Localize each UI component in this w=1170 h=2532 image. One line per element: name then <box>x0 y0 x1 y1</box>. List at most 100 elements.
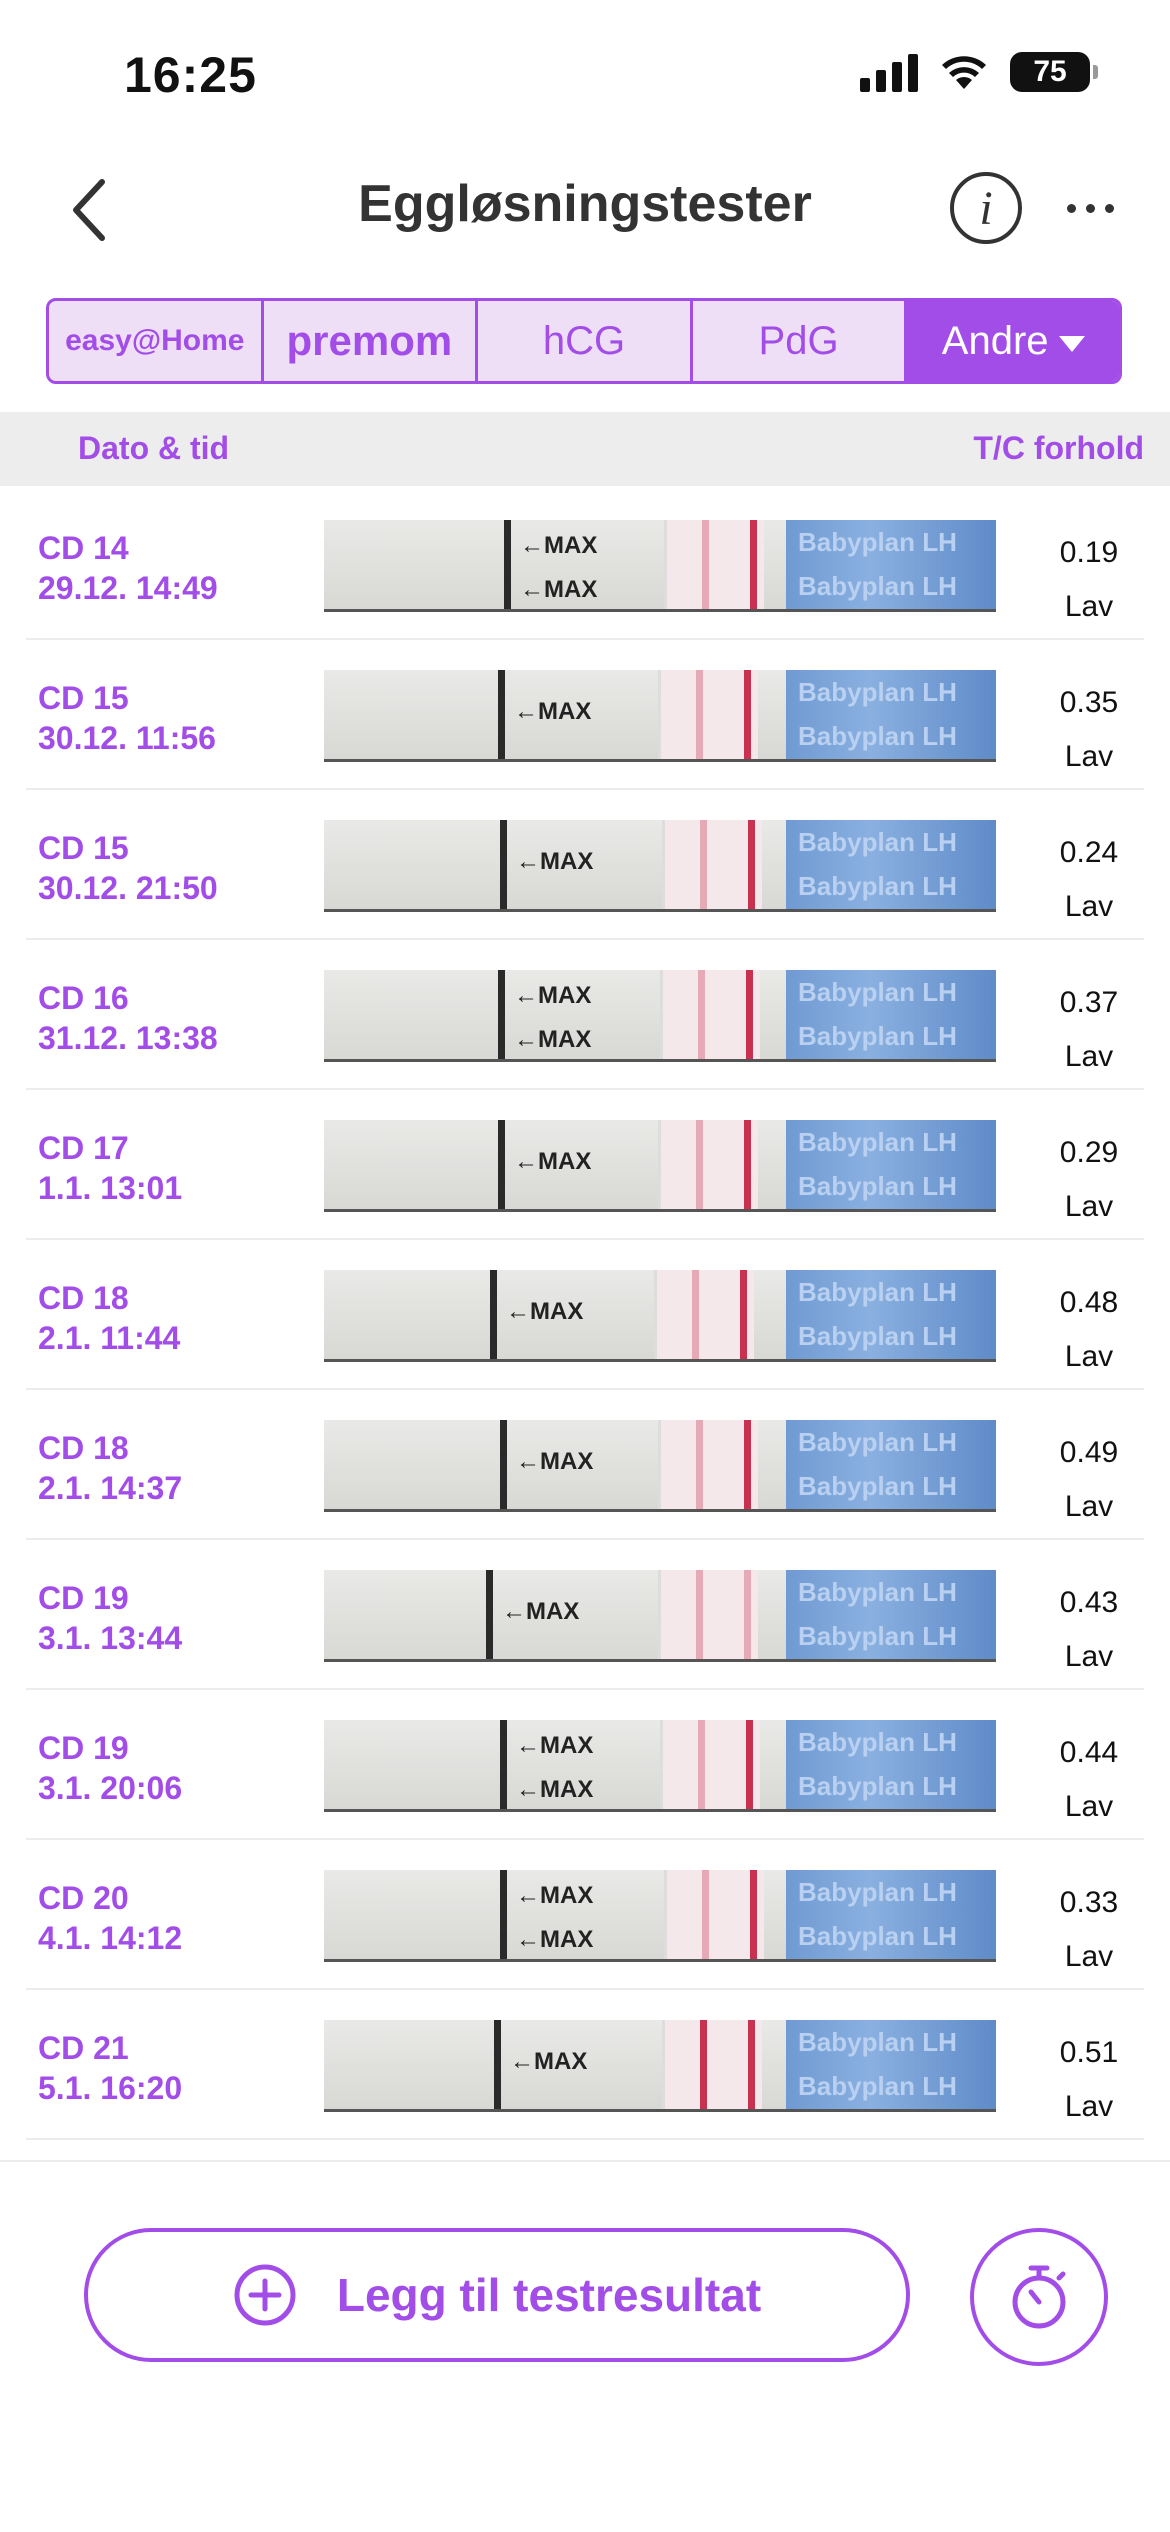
cycle-day: CD 14 <box>38 530 129 566</box>
row-ratio: 0.35 Lav <box>1034 676 1144 784</box>
row-ratio: 0.49 Lav <box>1034 1426 1144 1534</box>
column-date-label: Dato & tid <box>78 430 230 466</box>
cycle-day: CD 15 <box>38 830 129 866</box>
tab-hcg[interactable]: hCG <box>478 301 693 381</box>
row-ratio: 0.48 Lav <box>1034 1276 1144 1384</box>
battery-level: 75 <box>1033 55 1067 88</box>
bottom-divider <box>0 2160 1170 2162</box>
column-header: Dato & tid T/C forhold <box>0 412 1170 486</box>
strip-max-label: ←MAX <box>516 1448 594 1475</box>
tc-ratio-value: 0.44 <box>1059 1736 1119 1769</box>
strip-max-label: ←MAX <box>506 1298 584 1325</box>
row-ratio: 0.19 Lav <box>1034 526 1144 634</box>
status-bar: 16:25 75 <box>0 0 1170 150</box>
tab-andre[interactable]: Andre <box>907 301 1119 381</box>
row-ratio: 0.44 Lav <box>1034 1726 1144 1834</box>
test-strip-photo: ←MAX ←MAX Babyplan LH Babyplan LH <box>324 1720 996 1812</box>
row-date: CD 15 30.12. 21:50 <box>38 828 218 908</box>
test-list: CD 14 29.12. 14:49 ←MAX ←MAX Babyplan LH B… <box>0 490 1170 2140</box>
row-date: CD 19 3.1. 13:44 <box>38 1578 182 1658</box>
row-ratio: 0.37 Lav <box>1034 976 1144 1084</box>
tc-level: Lav <box>1064 740 1114 773</box>
test-row[interactable]: CD 17 1.1. 13:01 ←MAX Babyplan LH Babypla… <box>26 1090 1144 1240</box>
tc-level: Lav <box>1064 1940 1114 1973</box>
tc-ratio-value: 0.24 <box>1059 836 1119 869</box>
row-ratio: 0.43 Lav <box>1034 1576 1144 1684</box>
info-button[interactable]: i <box>950 172 1022 244</box>
test-row[interactable]: CD 16 31.12. 13:38 ←MAX ←MAX Babyplan LH B… <box>26 940 1144 1090</box>
test-datetime: 3.1. 20:06 <box>38 1770 183 1806</box>
test-strip-photo: ←MAX Babyplan LH Babyplan LH <box>324 820 996 912</box>
add-test-result-button[interactable]: Legg til testresultat <box>84 2228 910 2362</box>
easy-home-logo: easy@Home <box>65 324 245 357</box>
tab-easy-home[interactable]: easy@Home <box>49 301 264 381</box>
cycle-day: CD 16 <box>38 980 129 1016</box>
test-datetime: 31.12. 13:38 <box>38 1020 218 1056</box>
tc-ratio-value: 0.49 <box>1059 1436 1119 1469</box>
test-row[interactable]: CD 14 29.12. 14:49 ←MAX ←MAX Babyplan LH B… <box>26 490 1144 640</box>
tab-pdg[interactable]: PdG <box>693 301 908 381</box>
test-row[interactable]: CD 19 3.1. 13:44 ←MAX Babyplan LH Babypla… <box>26 1540 1144 1690</box>
row-date: CD 14 29.12. 14:49 <box>38 528 218 608</box>
test-row[interactable]: CD 19 3.1. 20:06 ←MAX ←MAX Babyplan LH Bab… <box>26 1690 1144 1840</box>
strip-max-label: ←MAX <box>502 1598 580 1625</box>
test-datetime: 4.1. 14:12 <box>38 1920 183 1956</box>
test-datetime: 30.12. 11:56 <box>38 720 216 756</box>
test-row[interactable]: CD 20 4.1. 14:12 ←MAX ←MAX Babyplan LH Bab… <box>26 1840 1144 1990</box>
cycle-day: CD 20 <box>38 1880 129 1916</box>
strip-max-label: ←MAX <box>510 2048 588 2075</box>
row-ratio: 0.29 Lav <box>1034 1126 1144 1234</box>
test-strip-photo: ←MAX ←MAX Babyplan LH Babyplan LH <box>324 1870 996 1962</box>
strip-max-label: ←MAX <box>514 982 592 1009</box>
stopwatch-icon <box>1012 2265 1066 2329</box>
row-date: CD 15 30.12. 11:56 <box>38 678 216 758</box>
test-strip-photo: ←MAX Babyplan LH Babyplan LH <box>324 670 996 762</box>
cycle-day: CD 19 <box>38 1730 129 1766</box>
test-row[interactable]: CD 18 2.1. 11:44 ←MAX Babyplan LH Babypla… <box>26 1240 1144 1390</box>
tab-label: Andre <box>941 318 1049 363</box>
timer-button[interactable] <box>970 2228 1108 2366</box>
test-strip-photo: ←MAX Babyplan LH Babyplan LH <box>324 1420 996 1512</box>
strip-max-label: ←MAX <box>514 698 592 725</box>
status-icons: 75 <box>860 52 1098 92</box>
cycle-day: CD 15 <box>38 680 129 716</box>
tab-premom[interactable]: premom <box>264 301 479 381</box>
test-datetime: 1.1. 13:01 <box>38 1170 183 1206</box>
test-strip-photo: ←MAX Babyplan LH Babyplan LH <box>324 1570 996 1662</box>
test-datetime: 29.12. 14:49 <box>38 570 218 606</box>
tc-ratio-value: 0.33 <box>1059 1886 1119 1919</box>
tc-ratio-value: 0.29 <box>1059 1136 1119 1169</box>
dropdown-triangle-icon <box>1058 336 1085 352</box>
strip-max-label: ←MAX <box>516 1776 594 1803</box>
strip-max-label: ←MAX <box>520 576 598 603</box>
more-button[interactable] <box>1050 172 1130 244</box>
tc-level: Lav <box>1064 2090 1114 2123</box>
test-row[interactable]: CD 21 5.1. 16:20 ←MAX Babyplan LH Babypla… <box>26 1990 1144 2140</box>
test-row[interactable]: CD 15 30.12. 21:50 ←MAX Babyplan LH Babyp… <box>26 790 1144 940</box>
back-chevron-icon <box>73 179 105 241</box>
strip-max-label: ←MAX <box>516 1732 594 1759</box>
tab-label: hCG <box>542 318 626 363</box>
test-row[interactable]: CD 15 30.12. 11:56 ←MAX Babyplan LH Babyp… <box>26 640 1144 790</box>
test-datetime: 2.1. 14:37 <box>38 1470 183 1506</box>
test-datetime: 30.12. 21:50 <box>38 870 218 906</box>
strip-max-label: ←MAX <box>514 1026 592 1053</box>
test-strip-photo: ←MAX ←MAX Babyplan LH Babyplan LH <box>324 970 996 1062</box>
back-button[interactable] <box>50 170 130 250</box>
test-datetime: 2.1. 11:44 <box>38 1320 181 1356</box>
strip-brand: Babyplan LH Babyplan LH <box>786 1720 996 1809</box>
row-date: CD 20 4.1. 14:12 <box>38 1878 182 1958</box>
strip-max-label: ←MAX <box>516 1926 594 1953</box>
column-ratio-label: T/C forhold <box>973 430 1144 466</box>
tab-label: PdG <box>758 318 839 363</box>
strip-max-label: ←MAX <box>516 848 594 875</box>
info-icon: i <box>979 181 993 235</box>
tc-ratio-value: 0.35 <box>1059 686 1119 719</box>
plus-circle-icon <box>234 2264 296 2326</box>
strip-brand: Babyplan LH Babyplan LH <box>786 1870 996 1959</box>
cellular-signal-icon <box>860 52 918 92</box>
test-row[interactable]: CD 18 2.1. 14:37 ←MAX Babyplan LH Babypla… <box>26 1390 1144 1540</box>
strip-brand: Babyplan LH Babyplan LH <box>786 970 996 1059</box>
cycle-day: CD 18 <box>38 1280 129 1316</box>
tc-level: Lav <box>1064 1790 1114 1823</box>
